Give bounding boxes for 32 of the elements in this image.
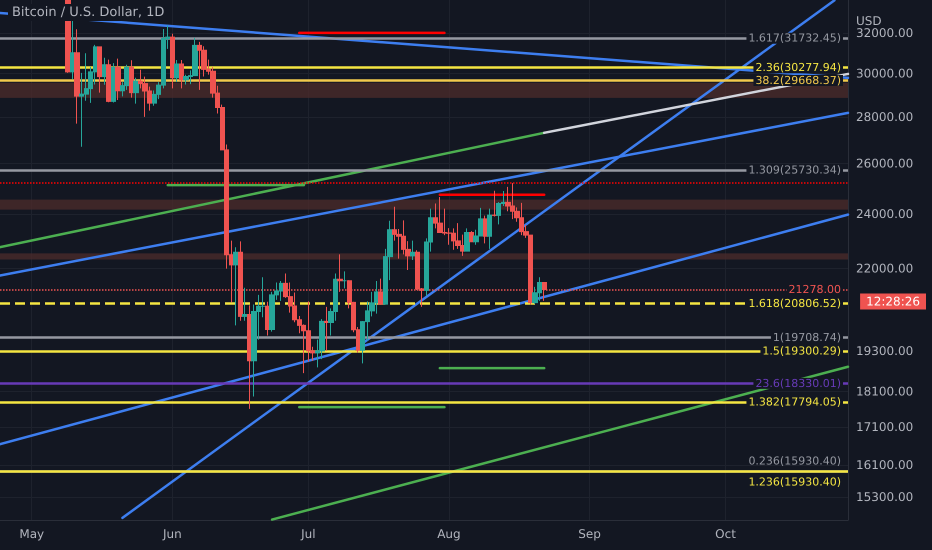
y-axis-title: USD bbox=[856, 14, 882, 28]
x-tick-label: Oct bbox=[715, 527, 736, 541]
x-tick-label: Jun bbox=[162, 527, 182, 541]
y-tick-label: 17100.00 bbox=[856, 420, 914, 434]
y-tick-label: 32000.00 bbox=[856, 26, 914, 40]
y-tick-label: 15300.00 bbox=[856, 490, 914, 504]
y-tick-label: 26000.00 bbox=[856, 156, 914, 171]
ref-line-label: 2.36(30277.94) bbox=[755, 61, 841, 74]
y-tick-label: 22000.00 bbox=[856, 262, 914, 276]
y-tick-label: 19300.00 bbox=[856, 344, 914, 358]
y-tick-label: 30000.00 bbox=[856, 66, 914, 81]
ref-line-label: 38.2(29668.37) bbox=[755, 74, 841, 88]
ref-line-label: 1.236(15930.40) bbox=[748, 476, 841, 489]
y-tick-label: 28000.00 bbox=[856, 110, 914, 124]
ref-line-label: 1.618(20806.52) bbox=[748, 297, 841, 310]
x-tick-label: May bbox=[19, 527, 44, 541]
ref-line-label: 21278.00 bbox=[788, 283, 841, 296]
ref-line-label: 1.382(17794.05) bbox=[748, 396, 841, 409]
x-tick-label: Sep bbox=[578, 527, 601, 541]
ref-line-label: 0.236(15930.40) bbox=[748, 454, 841, 468]
ref-line-label: 1.617(31732.45) bbox=[748, 32, 841, 45]
y-tick-label: 24000.00 bbox=[856, 206, 914, 221]
ref-line-label: 1(19708.74) bbox=[772, 331, 841, 344]
ref-line-label: 1.5(19300.29) bbox=[762, 344, 841, 358]
chart-title: Bitcoin / U.S. Dollar, 1D bbox=[12, 5, 164, 20]
text: 12:28:26 bbox=[866, 294, 920, 309]
x-tick-label: Aug bbox=[437, 527, 461, 541]
ref-line-label: 23.6(18330.01) bbox=[755, 376, 841, 390]
y-tick-label: 16100.00 bbox=[856, 458, 914, 472]
x-tick-label: Jul bbox=[300, 527, 316, 541]
ref-line-label: 1.309(25730.34) bbox=[748, 164, 841, 177]
y-tick-label: 18100.00 bbox=[856, 384, 914, 398]
